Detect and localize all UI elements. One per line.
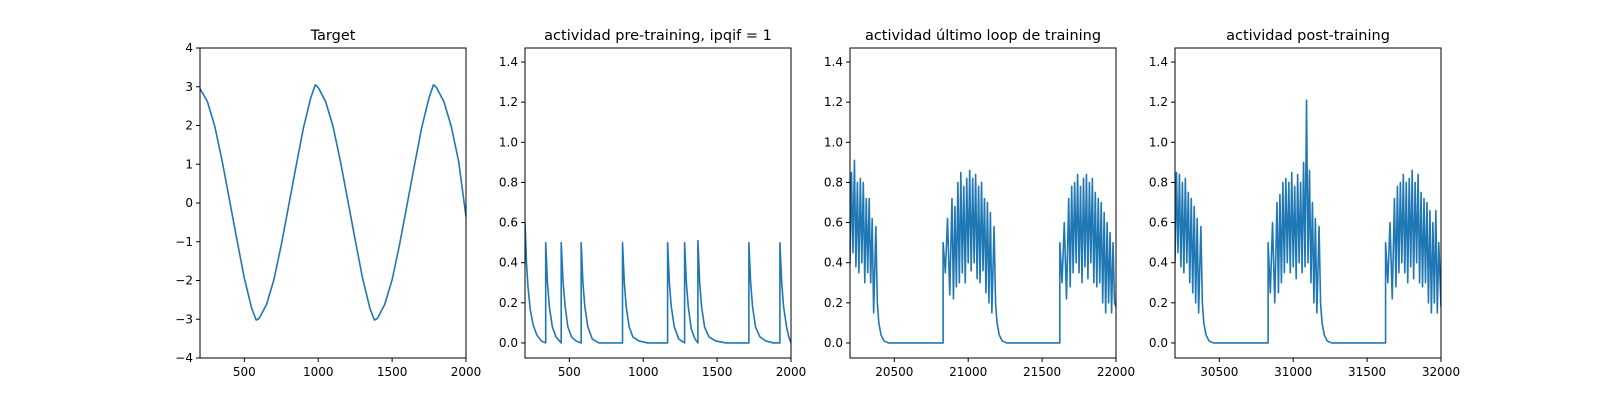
x-tick-label: 1500 [377,365,408,379]
x-tick-label: 30500 [1200,365,1238,379]
series-layer [850,159,1116,344]
x-tick-label: 31500 [1348,365,1386,379]
y-tick-label: 0.2 [824,296,843,310]
x-tick-label: 2000 [451,365,482,379]
series-line-0 [200,84,466,321]
y-tick-label: 0.6 [1149,216,1168,230]
series-layer [1175,99,1441,344]
y-tick-label: 0.4 [1149,256,1168,270]
y-tick-label: 0.4 [499,256,518,270]
y-tick-label: 1 [185,157,193,171]
x-tick-label: 1000 [303,365,334,379]
series-layer [525,221,791,344]
y-tick-label: −3 [175,312,193,326]
series-layer [200,84,466,321]
y-tick-label: 1.0 [499,135,518,149]
y-tick-label: 3 [185,80,193,94]
y-tick-label: 0.4 [824,256,843,270]
tick-layer: 30500 31000 31500 32000 0.0 0.2 0.4 0.6 0.8 1.0 1.… [1149,55,1460,379]
y-tick-label: 1.4 [499,55,518,69]
y-tick-label: −1 [175,235,193,249]
y-tick-label: 1.0 [824,135,843,149]
x-tick-label: 21000 [949,365,987,379]
axes-frame [1174,47,1442,359]
y-tick-label: 1.2 [1149,95,1168,109]
x-tick-label: 31000 [1274,365,1312,379]
series-line-0 [850,159,1116,344]
x-tick-label: 1000 [628,365,659,379]
y-tick-label: 0.2 [1149,296,1168,310]
y-tick-label: 4 [185,41,193,55]
x-tick-label: 32000 [1422,365,1460,379]
y-tick-label: 1.2 [499,95,518,109]
subplot-target: 500 1000 1500 2000 −4 −3 −2 −1 0 1 2 3 4 Target [175,28,481,379]
x-tick-label: 22000 [1097,365,1135,379]
y-tick-label: 0 [185,196,193,210]
y-tick-label: 0.0 [1149,336,1168,350]
series-line-0 [525,221,791,344]
y-tick-label: 0.8 [1149,175,1168,189]
y-tick-label: 1.0 [1149,135,1168,149]
series-line-0 [1175,99,1441,344]
y-tick-label: 0.6 [824,216,843,230]
y-tick-label: 2 [185,119,193,133]
tick-layer: 500 1000 1500 2000 0.0 0.2 0.4 0.6 0.8 1.0 1.2 1.4 [499,55,806,379]
tick-layer: 500 1000 1500 2000 −4 −3 −2 −1 0 1 2 3 4 [175,41,481,379]
y-tick-label: 0.8 [499,175,518,189]
x-tick-label: 21500 [1023,365,1061,379]
y-tick-label: 0.2 [499,296,518,310]
axes-frame [524,47,792,359]
chart-title: actividad pre-training, ipqif = 1 [544,28,772,44]
chart-title: Target [310,28,356,44]
y-tick-label: 0.8 [824,175,843,189]
chart-title: actividad último loop de training [865,28,1101,44]
tick-layer: 20500 21000 21500 22000 0.0 0.2 0.4 0.6 0.8 1.0 1.… [824,55,1135,379]
axes-frame [849,47,1117,359]
x-tick-label: 1500 [702,365,733,379]
x-tick-label: 2000 [776,365,807,379]
subplot-post-training: 30500 31000 31500 32000 0.0 0.2 0.4 0.6 0.8 1.0 1.… [1149,28,1460,379]
x-tick-label: 500 [558,365,581,379]
y-tick-label: −4 [175,351,193,365]
y-tick-label: 1.4 [1149,55,1168,69]
subplot-last-training-loop: 20500 21000 21500 22000 0.0 0.2 0.4 0.6 0.8 1.0 1.… [824,28,1135,379]
y-tick-label: 0.0 [499,336,518,350]
y-tick-label: −2 [175,274,193,288]
y-tick-label: 1.4 [824,55,843,69]
y-tick-label: 1.2 [824,95,843,109]
y-tick-label: 0.0 [824,336,843,350]
subplot-pre-training: 500 1000 1500 20000.00.20.40.60.81.01.21.4 … [499,28,806,379]
chart-title: actividad post-training [1226,28,1390,44]
x-tick-label: 500 [233,365,256,379]
x-tick-label: 20500 [875,365,913,379]
y-tick-label: 0.6 [499,216,518,230]
